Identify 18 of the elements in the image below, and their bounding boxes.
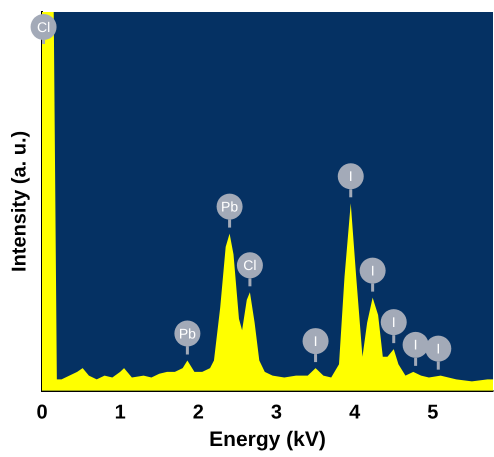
annotation: Pb [178,325,196,342]
x-tick-label: 5 [427,401,438,424]
x-tick-label: 1 [114,401,126,424]
annotation: Cl [36,18,50,35]
annotation: Cl [243,257,257,274]
annotation: I [348,168,353,184]
annotation: I [370,262,375,278]
x-tick-label: 2 [192,401,204,424]
annotation: I [314,332,318,349]
annotation: I [436,340,440,357]
annotation: I [414,336,418,353]
x-tick-label: 4 [349,401,362,424]
x-tick-label: 3 [270,401,282,424]
annotation: I [392,314,396,330]
y-axis-title: Intensity (a. u.) [8,130,31,272]
annotation: Pb [221,198,238,214]
x-tick-label: 0 [36,401,48,424]
x-axis-title: Energy (kV) [209,428,326,452]
